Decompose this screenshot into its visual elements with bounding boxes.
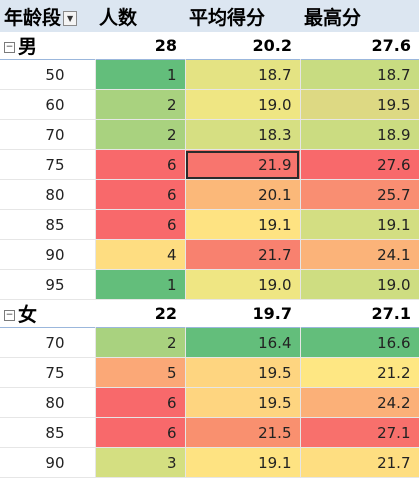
table-row: 50 1 18.7 18.7 [0, 59, 419, 90]
max-score-cell[interactable]: 18.7 [300, 59, 419, 90]
table-row: 85 6 19.1 19.1 [0, 209, 419, 240]
age-cell[interactable]: 60 [0, 89, 96, 120]
group-count[interactable]: 22 [154, 304, 177, 323]
avg-score-cell[interactable]: 18.7 [185, 59, 301, 90]
max-score-cell[interactable]: 16.6 [300, 327, 419, 358]
count-cell[interactable]: 2 [95, 89, 186, 120]
table-row: 75 6 21.9 27.6 [0, 149, 419, 180]
age-cell[interactable]: 70 [0, 327, 96, 358]
header-age-group-label: 年龄段 [4, 6, 62, 29]
avg-score-cell[interactable]: 19.1 [185, 447, 301, 478]
age-cell[interactable]: 85 [0, 209, 96, 240]
avg-score-cell[interactable]: 20.1 [185, 179, 301, 210]
minus-box-icon[interactable]: − [4, 42, 15, 53]
age-cell[interactable]: 85 [0, 417, 96, 448]
age-cell[interactable]: 80 [0, 179, 96, 210]
group-avg[interactable]: 19.7 [252, 304, 292, 323]
group-label: 男 [18, 36, 38, 58]
avg-score-cell[interactable]: 21.5 [185, 417, 301, 448]
age-cell[interactable]: 75 [0, 149, 96, 180]
avg-score-cell[interactable]: 19.0 [185, 89, 301, 120]
group-label: 女 [18, 304, 38, 326]
age-cell[interactable]: 80 [0, 387, 96, 418]
max-score-cell[interactable]: 27.6 [300, 149, 419, 180]
max-score-cell[interactable]: 27.1 [300, 417, 419, 448]
age-cell[interactable]: 75 [0, 357, 96, 388]
count-cell[interactable]: 6 [95, 417, 186, 448]
avg-score-cell[interactable]: 21.9 [185, 149, 301, 180]
max-score-cell[interactable]: 21.7 [300, 447, 419, 478]
age-cell[interactable]: 90 [0, 239, 96, 270]
group-max[interactable]: 27.1 [371, 304, 411, 323]
avg-score-cell[interactable]: 18.3 [185, 119, 301, 150]
max-score-cell[interactable]: 21.2 [300, 357, 419, 388]
max-score-cell[interactable]: 19.5 [300, 89, 419, 120]
count-cell[interactable]: 1 [95, 59, 186, 90]
table-row: 70 2 16.4 16.6 [0, 327, 419, 358]
avg-score-cell[interactable]: 19.5 [185, 387, 301, 418]
count-cell[interactable]: 6 [95, 387, 186, 418]
table-row: 85 6 21.5 27.1 [0, 417, 419, 448]
max-score-cell[interactable]: 25.7 [300, 179, 419, 210]
group-count[interactable]: 28 [154, 36, 177, 55]
max-score-cell[interactable]: 19.0 [300, 269, 419, 300]
group-label-cell[interactable]: − 男 [0, 32, 95, 60]
table-row: 90 3 19.1 21.7 [0, 447, 419, 478]
count-cell[interactable]: 2 [95, 119, 186, 150]
count-cell[interactable]: 6 [95, 149, 186, 180]
avg-score-cell[interactable]: 19.0 [185, 269, 301, 300]
max-score-cell[interactable]: 24.2 [300, 387, 419, 418]
max-score-cell[interactable]: 19.1 [300, 209, 419, 240]
header-age-group[interactable]: 年龄段 ▼ [0, 0, 95, 32]
max-score-cell[interactable]: 24.1 [300, 239, 419, 270]
max-score-cell[interactable]: 18.9 [300, 119, 419, 150]
group-avg[interactable]: 20.2 [252, 36, 292, 55]
avg-score-cell[interactable]: 19.5 [185, 357, 301, 388]
group-row: − 男 28 20.2 27.6 [0, 32, 419, 60]
avg-score-cell[interactable]: 21.7 [185, 239, 301, 270]
header-row: 年龄段 ▼ 人数 平均得分 最高分 [0, 0, 419, 32]
age-cell[interactable]: 90 [0, 447, 96, 478]
table-row: 75 5 19.5 21.2 [0, 357, 419, 388]
header-max-score[interactable]: 最高分 [304, 6, 362, 29]
age-cell[interactable]: 95 [0, 269, 96, 300]
age-cell[interactable]: 50 [0, 59, 96, 90]
table-body: − 男 28 20.2 27.6 50 1 18.7 18.7 60 2 19.0 19.5 70 2 18.… [0, 32, 419, 478]
count-cell[interactable]: 3 [95, 447, 186, 478]
count-cell[interactable]: 6 [95, 209, 186, 240]
table-row: 60 2 19.0 19.5 [0, 89, 419, 120]
age-cell[interactable]: 70 [0, 119, 96, 150]
group-max[interactable]: 27.6 [371, 36, 411, 55]
group-label-cell[interactable]: − 女 [0, 300, 95, 328]
minus-box-icon[interactable]: − [4, 310, 15, 321]
table-row: 80 6 20.1 25.7 [0, 179, 419, 210]
avg-score-cell[interactable]: 16.4 [185, 327, 301, 358]
table-row: 95 1 19.0 19.0 [0, 269, 419, 300]
count-cell[interactable]: 1 [95, 269, 186, 300]
count-cell[interactable]: 4 [95, 239, 186, 270]
avg-score-cell[interactable]: 19.1 [185, 209, 301, 240]
count-cell[interactable]: 5 [95, 357, 186, 388]
table-row: 70 2 18.3 18.9 [0, 119, 419, 150]
group-row: − 女 22 19.7 27.1 [0, 300, 419, 328]
table-row: 90 4 21.7 24.1 [0, 239, 419, 270]
count-cell[interactable]: 6 [95, 179, 186, 210]
count-cell[interactable]: 2 [95, 327, 186, 358]
table-row: 80 6 19.5 24.2 [0, 387, 419, 418]
header-count[interactable]: 人数 [99, 6, 138, 29]
dropdown-filter-icon[interactable]: ▼ [63, 10, 78, 26]
header-avg-score[interactable]: 平均得分 [189, 6, 266, 29]
